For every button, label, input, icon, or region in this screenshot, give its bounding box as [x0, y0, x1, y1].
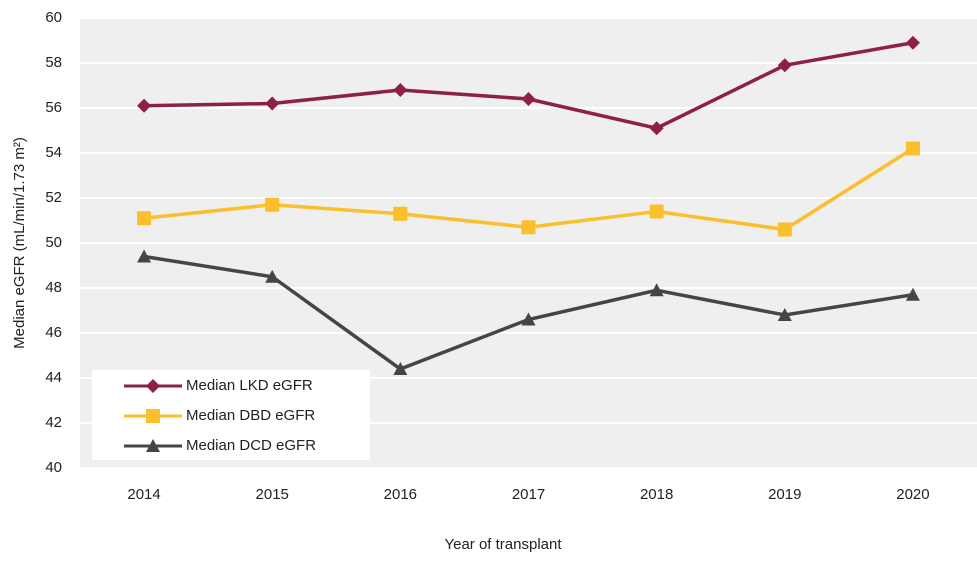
- x-tick-label: 2019: [768, 486, 801, 503]
- x-tick-label: 2015: [256, 486, 289, 503]
- marker: [137, 211, 152, 226]
- marker: [649, 204, 664, 219]
- legend-marker: [146, 439, 160, 452]
- y-tick-label: 60: [45, 9, 62, 26]
- marker: [905, 35, 920, 50]
- marker: [265, 197, 280, 212]
- x-axis-label: Year of transplant: [444, 536, 562, 553]
- y-tick-label: 44: [45, 369, 62, 386]
- legend-label: Median DBD eGFR: [186, 407, 315, 424]
- y-tick-label: 56: [45, 99, 62, 116]
- y-tick-label: 48: [45, 279, 62, 296]
- marker: [777, 222, 792, 237]
- y-tick-label: 46: [45, 324, 62, 341]
- x-tick-label: 2014: [127, 486, 160, 503]
- y-tick-label: 58: [45, 54, 62, 71]
- marker: [649, 121, 664, 136]
- marker: [265, 96, 280, 111]
- y-tick-label: 50: [45, 234, 62, 251]
- marker: [905, 141, 920, 156]
- marker: [137, 98, 152, 113]
- y-axis-label: Median eGFR (mL/min/1.73 m²): [11, 137, 28, 349]
- marker: [521, 92, 536, 106]
- y-tick-label: 54: [45, 144, 62, 161]
- legend-label: Median LKD eGFR: [186, 377, 313, 394]
- marker: [521, 312, 536, 326]
- legend-marker: [146, 379, 160, 393]
- marker: [137, 249, 152, 263]
- x-tick-label: 2020: [896, 486, 929, 503]
- marker: [905, 287, 920, 301]
- marker: [649, 283, 664, 297]
- marker: [777, 308, 792, 321]
- y-tick-label: 42: [45, 414, 62, 431]
- marker: [777, 58, 792, 73]
- marker: [393, 362, 408, 375]
- y-tick-label: 52: [45, 189, 62, 206]
- x-tick-label: 2017: [512, 486, 545, 503]
- marker: [521, 220, 536, 235]
- marker: [265, 269, 280, 283]
- x-tick-label: 2018: [640, 486, 673, 503]
- x-tick-label: 2016: [384, 486, 417, 503]
- legend-marker: [146, 409, 160, 423]
- y-tick-label: 40: [45, 459, 62, 476]
- marker: [393, 206, 408, 221]
- legend-label: Median DCD eGFR: [186, 437, 316, 454]
- marker: [393, 83, 408, 97]
